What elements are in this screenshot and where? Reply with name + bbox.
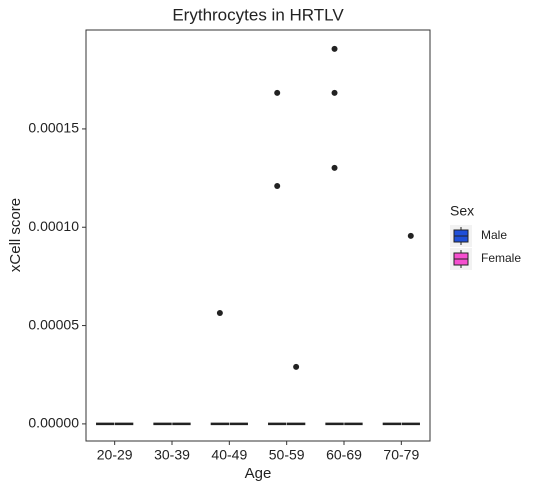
outlier: [331, 45, 338, 52]
outlier: [216, 309, 223, 316]
x-tick-label: 70-79: [383, 447, 419, 463]
outlier: [274, 182, 281, 189]
x-tick-label: 60-69: [326, 447, 362, 463]
chart-title: Erythrocytes in HRTLV: [172, 5, 344, 24]
x-tick-label: 50-59: [269, 447, 305, 463]
outlier: [293, 363, 300, 370]
y-tick-label: 0.00000: [28, 415, 79, 431]
x-tick-label: 40-49: [211, 447, 247, 463]
x-tick-label: 30-39: [154, 447, 190, 463]
x-tick-label: 20-29: [97, 447, 133, 463]
plot-border: [85, 29, 431, 442]
legend-label: Female: [481, 251, 521, 265]
y-axis-title: xCell score: [7, 198, 24, 272]
y-tick-label: 0.00010: [28, 218, 79, 234]
legend-label: Male: [481, 228, 507, 242]
outlier: [407, 232, 414, 239]
outlier: [331, 164, 338, 171]
y-tick-label: 0.00005: [28, 316, 79, 332]
legend-title: Sex: [450, 203, 474, 219]
outlier: [331, 89, 338, 96]
y-tick-label: 0.00015: [28, 120, 79, 136]
outlier: [274, 89, 281, 96]
x-axis-title: Age: [245, 465, 272, 482]
